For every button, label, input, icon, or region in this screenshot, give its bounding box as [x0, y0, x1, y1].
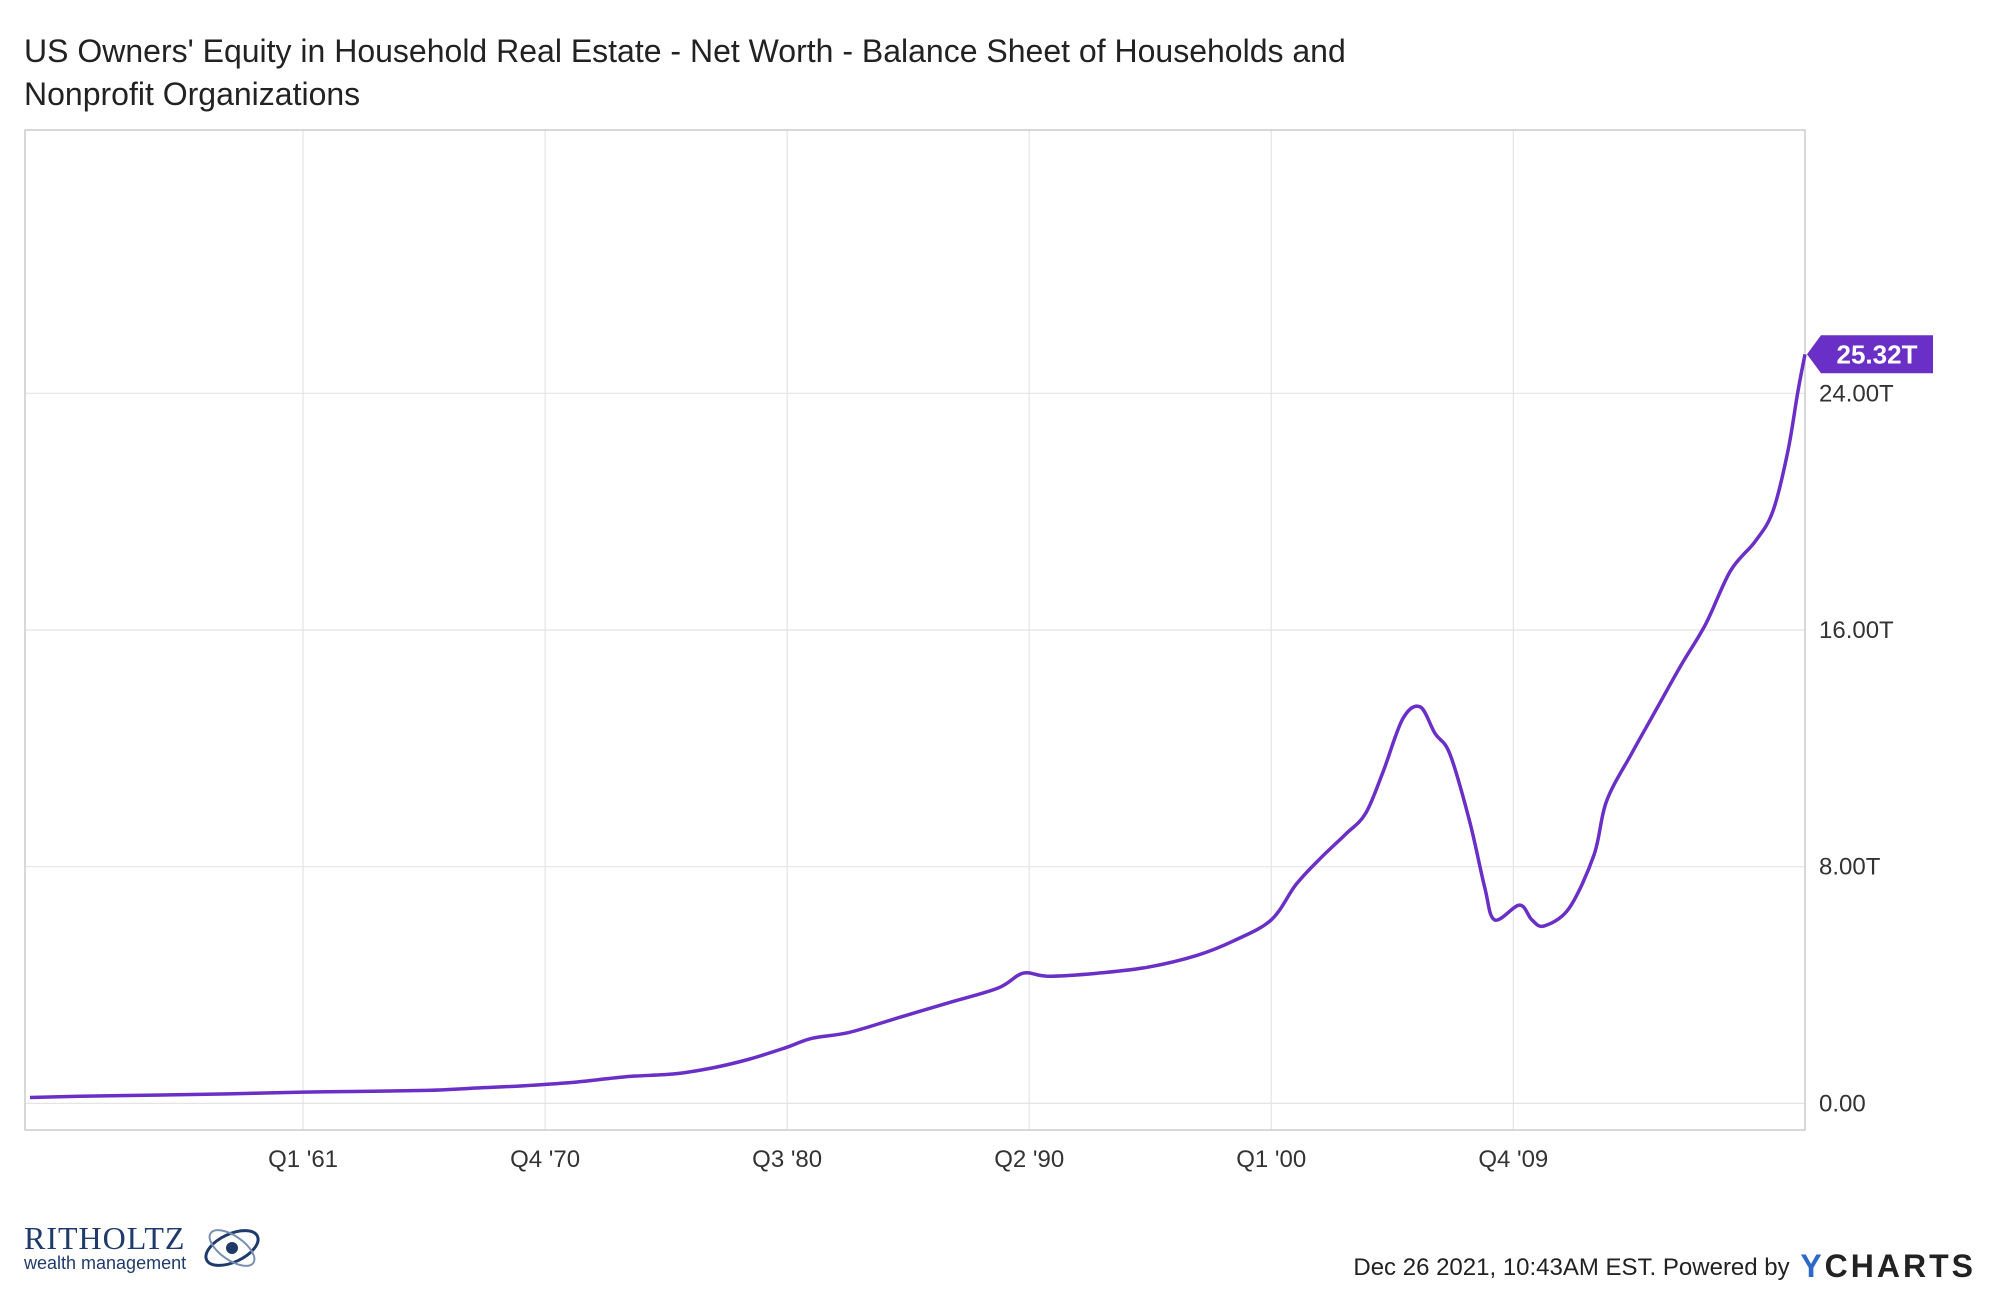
y-tick-label: 0.00 [1819, 1090, 1866, 1117]
axis-tick-labels: Q1 '61 Q4 '70 Q3 '80 Q2 '90 Q1 '00 Q4 '09 0.00… [268, 380, 1894, 1173]
grid-lines [25, 130, 1805, 1130]
chart-title-line-1: US Owners' Equity in Household Real Esta… [24, 33, 1346, 69]
chart-title-line-2: Nonprofit Organizations [24, 76, 361, 112]
ycharts-logo-text: CHARTS [1824, 1248, 1976, 1284]
logo-name: RITHOLTZ [24, 1220, 186, 1256]
last-value-flag-shape [1807, 335, 1933, 374]
x-tick-label: Q2 '90 [994, 1146, 1064, 1173]
footer-timestamp: Dec 26 2021, 10:43AM EST. [1353, 1254, 1657, 1281]
x-tick-label: Q3 '80 [752, 1146, 822, 1173]
y-tick-label: 16.00T [1819, 617, 1894, 644]
ycharts-logo[interactable]: YCHARTS [1800, 1248, 1976, 1284]
chart-title: US Owners' Equity in Household Real Esta… [24, 30, 1424, 116]
ycharts-logo-y: Y [1800, 1248, 1825, 1284]
footer-attribution: Dec 26 2021, 10:43AM EST. Powered by YCH… [1353, 1248, 1976, 1285]
x-tick-label: Q1 '61 [268, 1146, 338, 1173]
last-value-flag: 25.32T [1807, 335, 1933, 374]
x-tick-label: Q1 '00 [1236, 1146, 1306, 1173]
series-line [29, 353, 1807, 1100]
series-layer [29, 353, 1807, 1100]
y-tick-label: 24.00T [1819, 380, 1894, 407]
footer-powered-by: Powered by [1662, 1254, 1790, 1281]
ritholtz-logo: RITHOLTZ wealth management [24, 1220, 260, 1273]
ritholtz-emblem-icon [204, 1229, 260, 1267]
plot-frame [24, 129, 1806, 1131]
x-tick-label: Q4 '70 [510, 1146, 580, 1173]
y-tick-label: 8.00T [1819, 854, 1881, 881]
x-tick-label: Q4 '09 [1478, 1146, 1548, 1173]
last-value-label: 25.32T [1837, 339, 1918, 369]
logo-subtitle: wealth management [24, 1253, 187, 1273]
